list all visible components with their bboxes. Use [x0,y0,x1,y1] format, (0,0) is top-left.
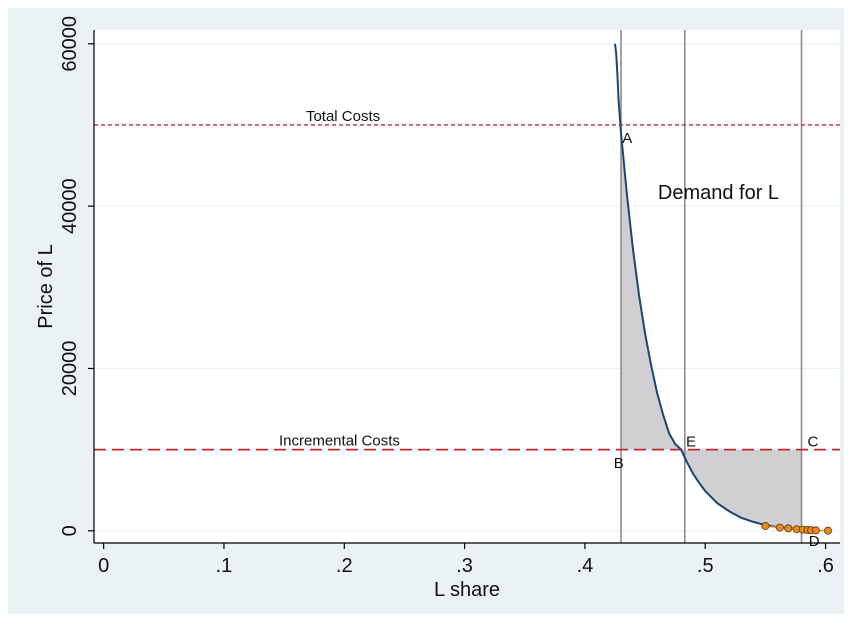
demand-curve [614,43,800,531]
point-label-e: E [686,434,696,451]
observed-point [784,524,793,533]
shaded-region-1 [621,133,685,458]
point-label-c: C [808,434,819,451]
observed-point [761,521,770,530]
point-label-b: B [614,455,624,472]
demand-curve-label: Demand for L [658,182,779,204]
point-label-d: D [809,533,820,550]
shaded-region-2 [684,449,802,530]
y-tick-label: 20000 [59,341,81,397]
x-tick-label: .1 [216,555,233,577]
x-tick-label: .4 [577,555,594,577]
observed-point [775,523,784,532]
point-label-a: A [622,130,632,147]
hline-label-1: Total Costs [306,108,380,125]
hline-label-2: Incremental Costs [279,433,400,450]
x-tick-label: .3 [456,555,473,577]
x-tick-label: .2 [336,555,353,577]
x-tick-label: .6 [817,555,834,577]
x-tick-label: .5 [697,555,714,577]
y-axis-title: Price of L [35,244,57,328]
x-axis-title: L share [434,579,500,601]
y-tick-label: 0 [59,525,81,536]
y-tick-label: 60000 [59,16,81,72]
observed-point [811,526,820,535]
x-tick-label: 0 [98,555,109,577]
observed-point [823,526,832,535]
y-tick-label: 40000 [59,178,81,234]
